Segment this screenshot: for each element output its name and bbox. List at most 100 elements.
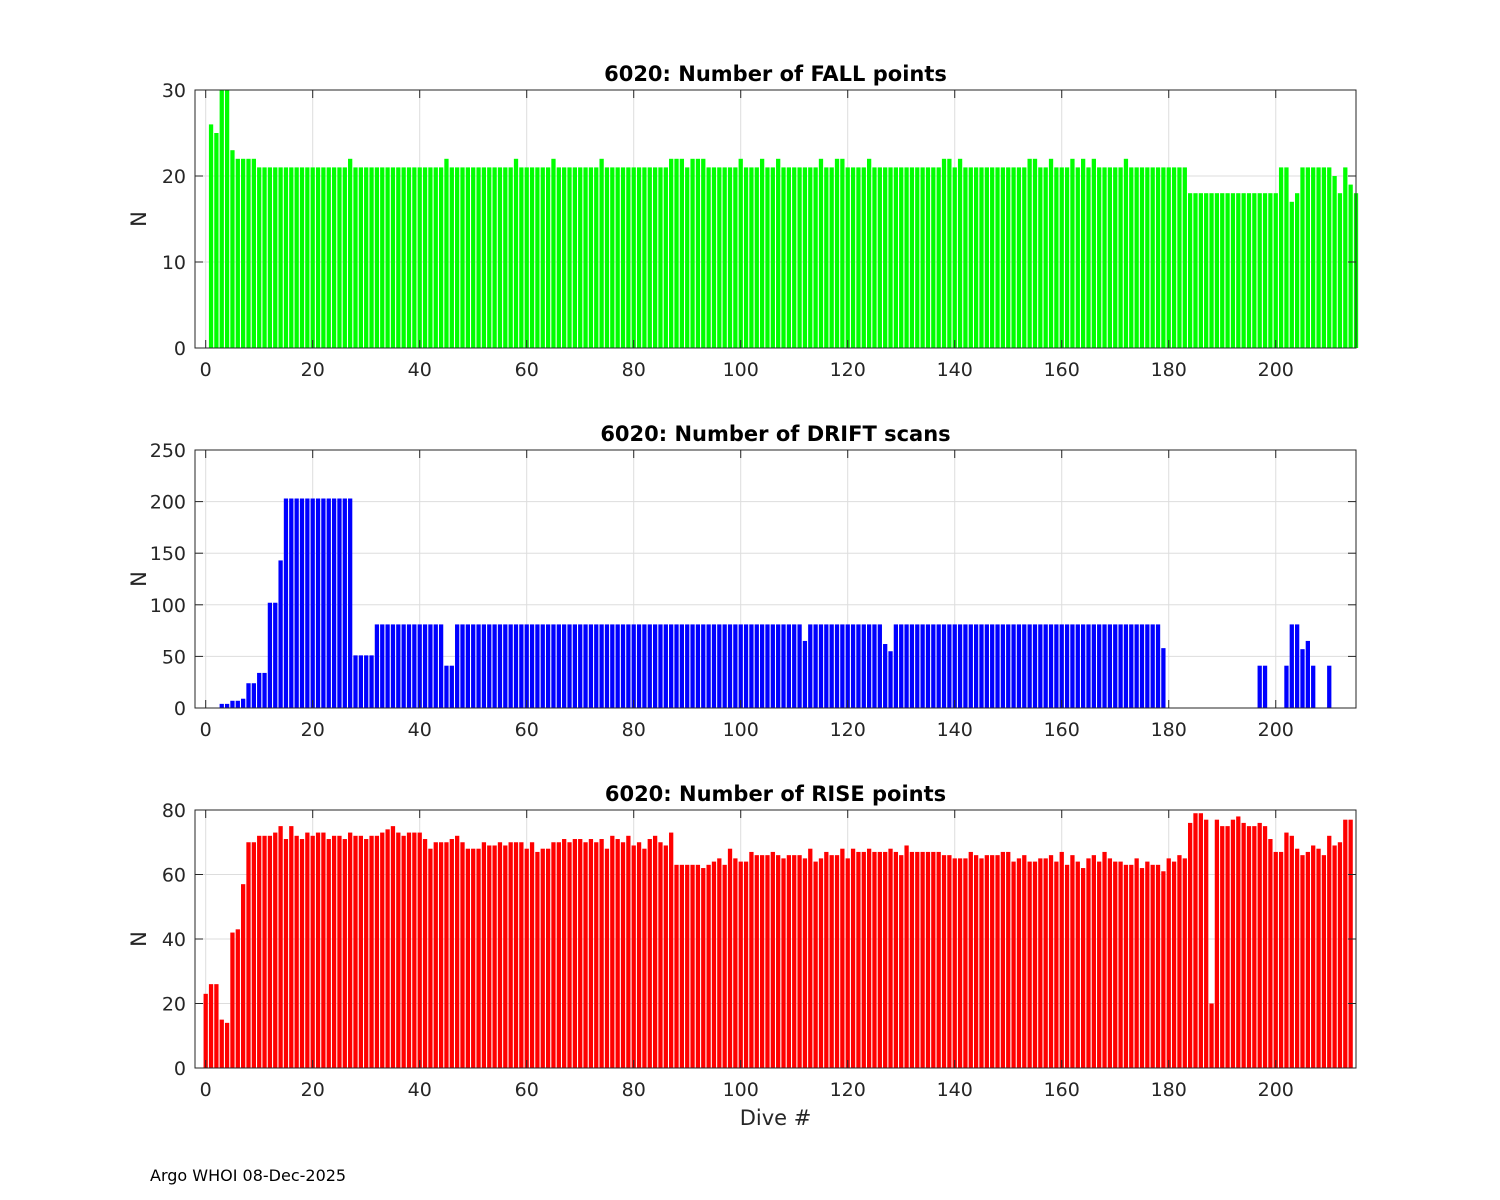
bar bbox=[364, 839, 369, 1068]
bar bbox=[957, 158, 963, 348]
bar bbox=[850, 624, 856, 708]
bar bbox=[802, 640, 808, 708]
bar bbox=[711, 624, 717, 708]
bar bbox=[438, 842, 444, 1068]
bar bbox=[695, 864, 701, 1068]
bar bbox=[369, 167, 374, 348]
x-tick-label: 160 bbox=[1044, 1079, 1080, 1101]
bar bbox=[792, 855, 797, 1068]
bar bbox=[1305, 851, 1310, 1068]
bar bbox=[845, 624, 850, 708]
bar bbox=[401, 167, 406, 348]
bar bbox=[1091, 624, 1096, 708]
bar bbox=[727, 624, 733, 708]
bar bbox=[658, 842, 663, 1068]
bar bbox=[1289, 835, 1294, 1068]
bar bbox=[433, 842, 438, 1068]
bar bbox=[808, 624, 813, 708]
bar bbox=[1236, 816, 1241, 1068]
bar bbox=[230, 150, 235, 348]
y-tick-label: 50 bbox=[162, 646, 186, 668]
bar bbox=[941, 624, 947, 708]
bar bbox=[669, 158, 674, 348]
bar bbox=[990, 167, 995, 348]
bar bbox=[1209, 1003, 1214, 1068]
plot-area bbox=[195, 90, 1356, 348]
bar bbox=[1059, 851, 1064, 1068]
bar bbox=[888, 167, 893, 348]
bar bbox=[385, 624, 390, 708]
bar bbox=[294, 167, 299, 348]
bar bbox=[1145, 167, 1150, 348]
bar bbox=[599, 839, 604, 1068]
bar bbox=[733, 624, 738, 708]
bar bbox=[1230, 193, 1236, 348]
bar bbox=[701, 158, 706, 348]
bar bbox=[465, 624, 471, 708]
bar bbox=[1155, 167, 1161, 348]
bar bbox=[1118, 861, 1123, 1068]
bar bbox=[931, 851, 936, 1068]
bar bbox=[834, 158, 840, 348]
bar bbox=[963, 624, 968, 708]
bar bbox=[920, 624, 925, 708]
bar bbox=[1311, 665, 1316, 708]
bar bbox=[251, 158, 256, 348]
bar bbox=[481, 624, 487, 708]
bar bbox=[952, 858, 957, 1068]
bar bbox=[556, 167, 561, 348]
bar bbox=[685, 167, 690, 348]
bar bbox=[524, 848, 529, 1068]
bar bbox=[866, 848, 872, 1068]
bar bbox=[1236, 193, 1241, 348]
bar bbox=[578, 167, 583, 348]
bar bbox=[792, 167, 797, 348]
bar bbox=[315, 498, 321, 708]
bar bbox=[856, 167, 861, 348]
bar bbox=[759, 158, 765, 348]
bar bbox=[326, 839, 331, 1068]
bar bbox=[1241, 193, 1246, 348]
bar bbox=[337, 498, 342, 708]
bar bbox=[899, 855, 904, 1068]
bar bbox=[824, 624, 829, 708]
bar bbox=[636, 842, 642, 1068]
bar bbox=[267, 167, 273, 348]
bar bbox=[551, 158, 556, 348]
x-tick-label: 160 bbox=[1044, 359, 1080, 381]
bar bbox=[610, 167, 615, 348]
bar bbox=[850, 167, 856, 348]
bar bbox=[326, 167, 331, 348]
bar bbox=[481, 842, 487, 1068]
bar bbox=[711, 861, 717, 1068]
bar bbox=[444, 842, 449, 1068]
bar bbox=[727, 848, 733, 1068]
bar bbox=[765, 624, 770, 708]
bar bbox=[1161, 871, 1166, 1068]
bar bbox=[904, 167, 909, 348]
bar bbox=[706, 864, 711, 1068]
bar bbox=[888, 848, 893, 1068]
bar bbox=[460, 842, 465, 1068]
bar bbox=[241, 698, 246, 708]
bar bbox=[674, 158, 679, 348]
bar bbox=[620, 842, 626, 1068]
bar bbox=[289, 167, 294, 348]
bar bbox=[861, 851, 866, 1068]
bar bbox=[754, 855, 759, 1068]
bar bbox=[513, 158, 519, 348]
bar bbox=[776, 158, 781, 348]
bar bbox=[904, 624, 909, 708]
bar bbox=[1070, 855, 1075, 1068]
bar bbox=[925, 624, 931, 708]
x-tick-label: 140 bbox=[937, 359, 973, 381]
bar bbox=[1246, 826, 1252, 1068]
bar bbox=[813, 167, 818, 348]
bar bbox=[1262, 665, 1268, 708]
bar bbox=[406, 167, 412, 348]
bar bbox=[1032, 158, 1038, 348]
bar bbox=[1139, 167, 1145, 348]
bar bbox=[749, 851, 754, 1068]
bar bbox=[1246, 193, 1252, 348]
